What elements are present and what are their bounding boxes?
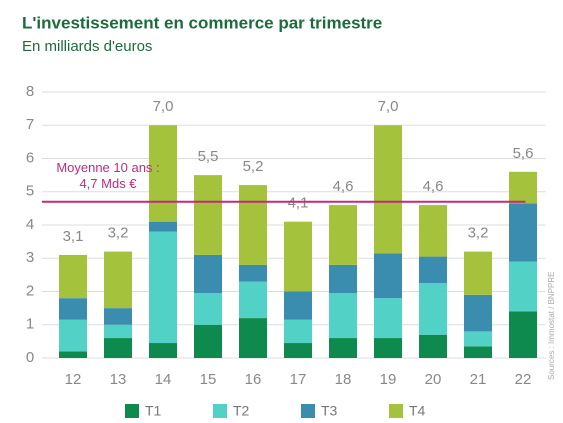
- x-tick-label: 13: [110, 371, 127, 388]
- bar-segment: [509, 311, 537, 358]
- bar-segment: [284, 319, 312, 344]
- legend-label: T1: [145, 403, 162, 419]
- x-tick-label: 12: [65, 371, 82, 388]
- bar-segment: [419, 205, 447, 257]
- x-tick-label: 17: [290, 371, 307, 388]
- x-tick-label: 18: [335, 371, 352, 388]
- legend-label: T2: [233, 403, 250, 419]
- bar-segment: [104, 308, 132, 325]
- bar-segment: [59, 298, 87, 320]
- total-label: 4,1: [288, 195, 309, 212]
- legend-swatch: [125, 404, 139, 418]
- average-annotation: Moyenne 10 ans :: [56, 160, 159, 175]
- bar-segment: [194, 293, 222, 325]
- total-label: 7,0: [153, 98, 174, 115]
- bar-segment: [194, 324, 222, 358]
- bar-segment: [59, 254, 87, 299]
- bar-segment: [149, 231, 177, 344]
- bar-segment: [239, 264, 267, 282]
- bar-segment: [329, 293, 357, 339]
- y-tick-label: 6: [26, 149, 34, 166]
- legend-swatch: [301, 404, 315, 418]
- y-tick-label: 7: [26, 116, 34, 133]
- bar-segment: [464, 294, 492, 332]
- bar-segment: [239, 318, 267, 358]
- bar-segment: [284, 343, 312, 358]
- x-tick-label: 20: [425, 371, 442, 388]
- bar-segment: [104, 324, 132, 339]
- bar-segment: [149, 343, 177, 358]
- y-tick-label: 2: [26, 282, 34, 299]
- y-tick-label: 0: [26, 349, 34, 366]
- bar-segment: [329, 264, 357, 294]
- chart-title: L'investissement en commerce par trimest…: [22, 13, 382, 32]
- bar-segment: [104, 338, 132, 358]
- bar-segment: [329, 338, 357, 358]
- bar-segment: [284, 221, 312, 292]
- bar-segment: [284, 291, 312, 320]
- total-label: 3,2: [468, 225, 489, 242]
- y-tick-label: 4: [26, 216, 34, 233]
- legend-swatch: [213, 404, 227, 418]
- x-tick-label: 22: [515, 371, 532, 388]
- total-label: 5,6: [513, 145, 534, 162]
- y-tick-label: 3: [26, 249, 34, 266]
- bar-segment: [149, 125, 177, 222]
- bar-segment: [194, 254, 222, 294]
- total-label: 7,0: [378, 98, 399, 115]
- bar-segment: [104, 251, 132, 309]
- total-label: 4,6: [423, 178, 444, 195]
- bar-segment: [149, 221, 177, 232]
- chart-subtitle: En milliards d'euros: [22, 38, 152, 55]
- bar-segment: [464, 251, 492, 295]
- legend-label: T4: [409, 403, 426, 419]
- bar-segment: [374, 125, 402, 254]
- bar-segment: [509, 261, 537, 312]
- x-tick-label: 21: [470, 371, 487, 388]
- total-label: 3,1: [63, 228, 84, 245]
- x-tick-label: 15: [200, 371, 217, 388]
- total-label: 3,2: [108, 225, 129, 242]
- bar-segment: [509, 171, 537, 204]
- bar-segment: [374, 298, 402, 339]
- total-label: 4,6: [333, 178, 354, 195]
- legend-swatch: [389, 404, 403, 418]
- x-tick-label: 14: [155, 371, 172, 388]
- legend-label: T3: [321, 403, 338, 419]
- bar-segment: [419, 334, 447, 358]
- y-tick-label: 8: [26, 83, 34, 100]
- x-tick-label: 19: [380, 371, 397, 388]
- bar-segment: [374, 253, 402, 299]
- bar-segment: [59, 351, 87, 358]
- average-annotation: 4,7 Mds €: [79, 176, 137, 191]
- y-tick-label: 1: [26, 316, 34, 333]
- bar-segment: [239, 185, 267, 265]
- bar-segment: [464, 346, 492, 358]
- source: Sources : Immostat / BNPPRE: [547, 272, 556, 380]
- bar-segment: [419, 283, 447, 335]
- total-label: 5,5: [198, 148, 219, 165]
- bar-segment: [194, 175, 222, 255]
- bar-segment: [509, 203, 537, 262]
- bar-segment: [329, 205, 357, 265]
- bar-segment: [59, 319, 87, 352]
- total-label: 5,2: [243, 158, 264, 175]
- bar-segment: [239, 281, 267, 319]
- bar-segment: [419, 256, 447, 284]
- x-tick-label: 16: [245, 371, 262, 388]
- y-tick-label: 5: [26, 183, 34, 200]
- bar-segment: [374, 338, 402, 358]
- bar-segment: [464, 331, 492, 347]
